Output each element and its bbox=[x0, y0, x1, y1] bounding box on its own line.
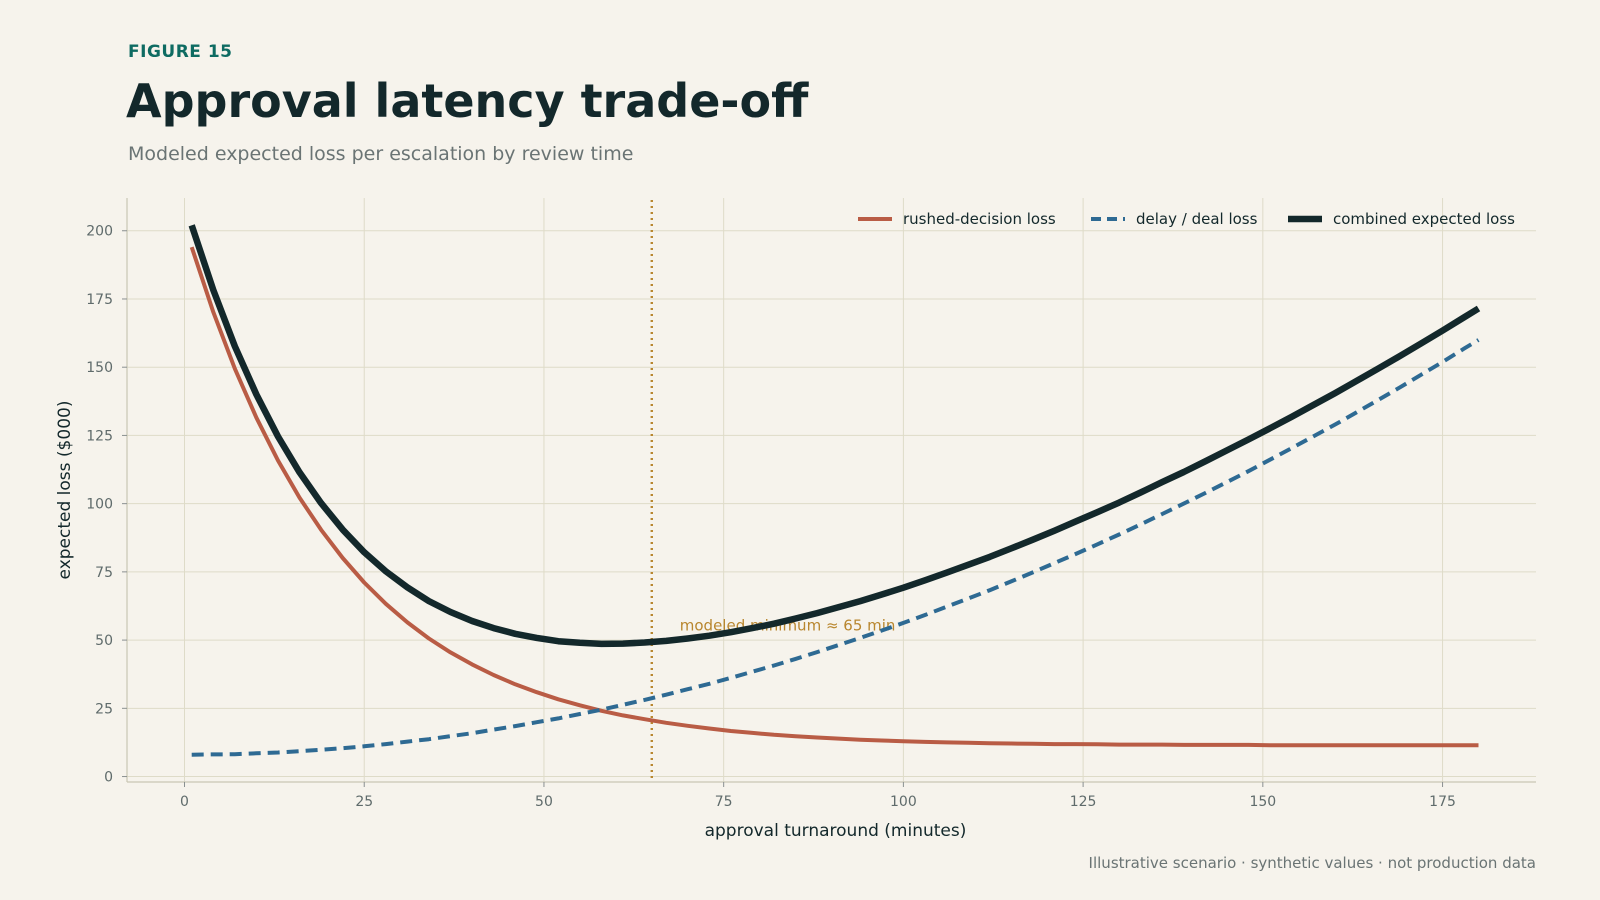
axes: 0 25 50 75 100 125 150 175 0 25 50 75 100 125 150 175 20… bbox=[55, 198, 1536, 841]
y-tick-label: 200 bbox=[86, 224, 113, 240]
footnote: Illustrative scenario · synthetic values… bbox=[1088, 854, 1536, 872]
chart-title: Approval latency trade-off bbox=[126, 74, 809, 128]
figure-kicker: FIGURE 15 bbox=[128, 42, 233, 62]
x-tick-label: 150 bbox=[1249, 794, 1276, 810]
y-tick-label: 150 bbox=[86, 360, 113, 376]
x-tick-label: 100 bbox=[890, 794, 917, 810]
x-tick-label: 50 bbox=[535, 794, 553, 810]
x-tick-label: 75 bbox=[715, 794, 733, 810]
annotations: modeled minimum ≈ 65 min bbox=[650, 200, 895, 782]
rushed-loss-line bbox=[189, 246, 1479, 748]
y-tick-label: 50 bbox=[95, 633, 113, 649]
y-tick-label: 125 bbox=[86, 428, 113, 444]
chart-subtitle: Modeled expected loss per escalation by … bbox=[128, 143, 634, 165]
x-axis-title: approval turnaround (minutes) bbox=[705, 821, 967, 841]
legend-label: combined expected loss bbox=[1333, 210, 1515, 228]
legend: rushed-decision loss delay / deal loss com… bbox=[858, 210, 1515, 228]
y-tick-label: 0 bbox=[104, 770, 113, 786]
grid bbox=[127, 198, 1536, 782]
y-tick-label: 75 bbox=[95, 565, 113, 581]
series-lines bbox=[188, 224, 1481, 757]
y-axis-title: expected loss ($000) bbox=[55, 401, 75, 580]
delay-loss-line bbox=[191, 338, 1480, 757]
y-tick-label: 100 bbox=[86, 497, 113, 513]
x-tick-label: 175 bbox=[1429, 794, 1456, 810]
y-tick-label: 25 bbox=[95, 701, 113, 717]
y-tick-label: 175 bbox=[86, 292, 113, 308]
x-tick-label: 25 bbox=[355, 794, 373, 810]
legend-label: delay / deal loss bbox=[1136, 210, 1258, 228]
legend-label: rushed-decision loss bbox=[903, 210, 1056, 228]
x-tick-label: 0 bbox=[180, 794, 189, 810]
x-tick-label: 125 bbox=[1070, 794, 1097, 810]
combined-loss-line bbox=[188, 224, 1481, 648]
